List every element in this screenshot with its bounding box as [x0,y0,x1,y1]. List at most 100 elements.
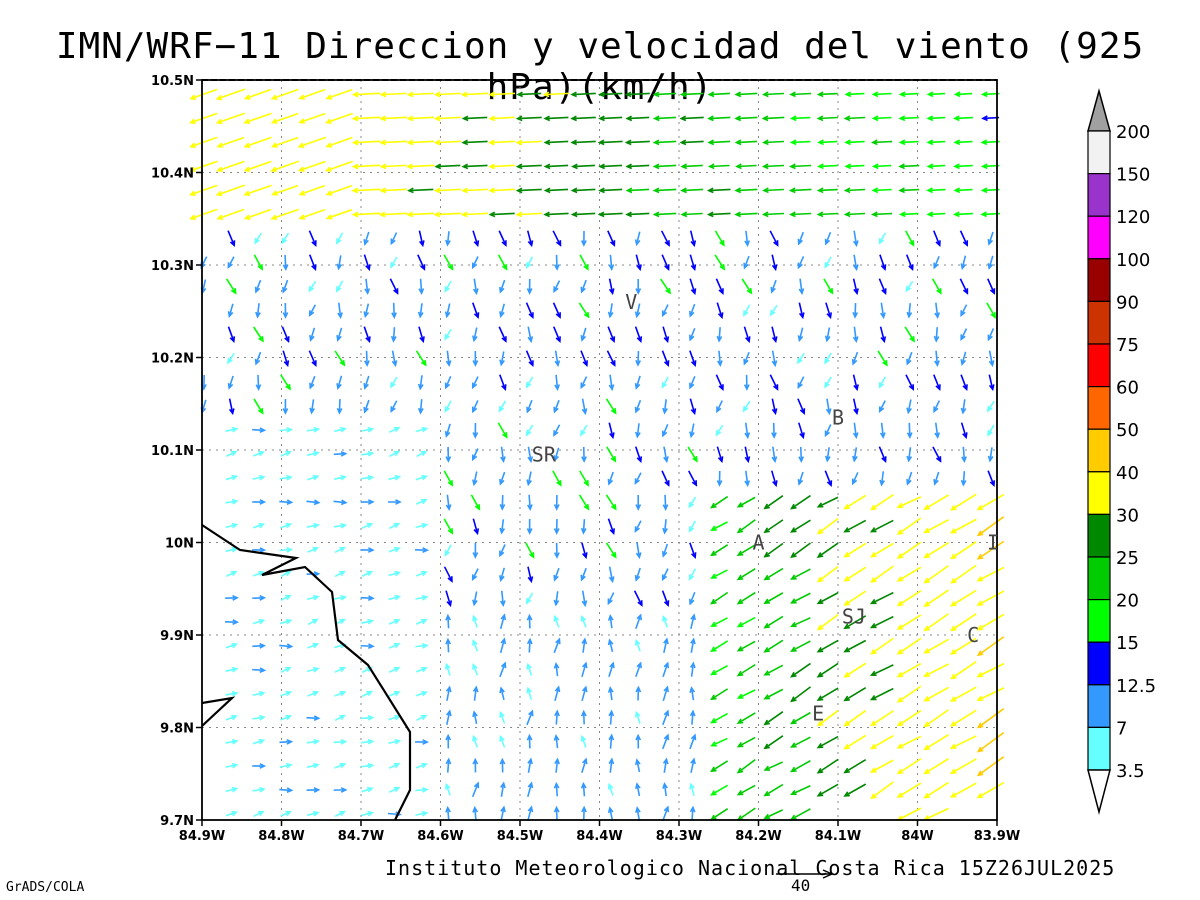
wind-vector [498,326,507,343]
wind-vector [736,784,756,796]
wind-vector [227,256,235,269]
wind-vector [710,591,729,605]
lat-tick-label: 10.2N [151,352,194,367]
wind-vector [707,91,730,98]
wind-vector [707,139,731,146]
wind-vector [445,805,451,821]
wind-vector [364,278,371,296]
wind-vector [389,278,399,295]
wind-vector [388,474,402,481]
wind-vector [336,327,343,342]
wind-vector [527,757,533,773]
wind-vector [734,139,758,146]
wind-vector [706,211,731,218]
wind-vector [433,187,461,194]
wind-vector [986,400,995,413]
wind-vector [415,642,429,649]
wind-vector [527,494,533,511]
wind-vector [689,376,696,390]
wind-vector [635,494,642,511]
wind-vector [415,474,429,481]
wind-vector [351,139,381,146]
wind-vector [515,187,542,194]
wind-vector [254,279,262,294]
wind-vector [687,470,698,487]
wind-vector [255,303,261,319]
wind-vector [714,254,726,271]
wind-vector [488,211,515,218]
wind-vector [254,232,262,245]
wind-vector [905,280,914,293]
wind-vector [227,375,234,390]
wind-vector [527,805,534,821]
wind-vector [470,494,481,511]
wind-vector [824,231,832,246]
wind-vector [225,690,239,697]
wind-vector [953,163,973,170]
wind-vector [227,303,234,318]
wind-vector [607,806,614,821]
wind-vector [896,637,922,655]
wind-vector [598,163,623,170]
wind-vector [923,613,949,632]
wind-vector [581,661,588,678]
wind-vector [869,687,894,701]
colorbar-swatch [1087,300,1111,345]
wind-vector [843,211,866,218]
wind-vector [923,807,949,821]
wind-vector [499,567,506,582]
wind-vector [525,376,534,389]
wind-vector [634,231,641,247]
wind-vector [870,781,894,800]
wind-vector [763,495,784,510]
wind-vector [736,616,756,628]
wind-vector [526,709,534,726]
wind-vector [960,399,967,415]
wind-vector [933,471,940,486]
wind-vector [960,374,968,392]
wind-vector [707,163,730,170]
wind-vector [679,115,704,122]
wind-vector [634,520,642,533]
wind-vector [378,211,408,218]
wind-vector [715,278,724,295]
wind-vector [597,91,623,98]
wind-vector [543,139,569,146]
wind-vector [325,136,353,148]
wind-vector [189,88,218,100]
wind-vector [306,810,320,817]
wind-vector [415,350,427,367]
wind-vector [843,639,867,653]
wind-vector [472,278,479,296]
wind-vector [282,254,289,271]
wind-vector [689,686,696,701]
wind-vector [852,230,859,248]
wind-vector [736,663,756,677]
wind-vector [379,91,407,98]
wind-vector [717,350,723,368]
wind-vector [228,398,235,416]
wind-vector [415,762,428,769]
wind-vector [898,211,919,218]
wind-vector [824,470,833,488]
wind-vector [933,374,941,391]
wind-vector [635,685,642,701]
wind-vector [324,160,354,172]
wind-vector [843,566,867,582]
wind-vector [688,520,697,533]
wind-vector [360,547,375,553]
colorbar-swatch [1087,726,1111,771]
wind-vector [743,374,750,391]
wind-vector [388,786,401,793]
wind-vector [763,639,784,653]
wind-vector [736,689,756,699]
wind-vector [976,613,1005,631]
wind-vector [879,422,886,440]
wind-vector [360,474,375,481]
wind-vector [953,139,973,146]
wind-vector [932,446,942,463]
wind-vector [797,231,805,246]
wind-vector [570,115,596,122]
wind-vector [896,757,922,775]
wind-vector [625,115,650,122]
